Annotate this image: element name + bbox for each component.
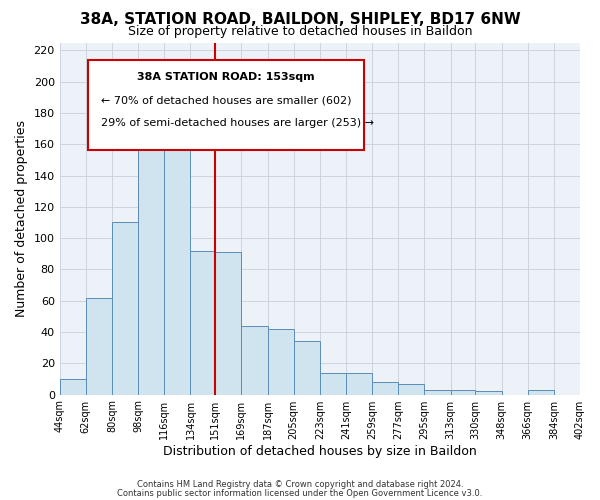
- Bar: [346, 372, 372, 394]
- Bar: [164, 144, 190, 395]
- Text: Size of property relative to detached houses in Baildon: Size of property relative to detached ho…: [128, 25, 472, 38]
- Bar: [527, 390, 554, 394]
- Bar: [59, 379, 86, 394]
- Text: ← 70% of detached houses are smaller (602): ← 70% of detached houses are smaller (60…: [101, 96, 352, 106]
- FancyBboxPatch shape: [88, 60, 364, 150]
- Bar: [268, 329, 293, 394]
- X-axis label: Distribution of detached houses by size in Baildon: Distribution of detached houses by size …: [163, 444, 477, 458]
- Bar: [190, 250, 215, 394]
- Text: 38A, STATION ROAD, BAILDON, SHIPLEY, BD17 6NW: 38A, STATION ROAD, BAILDON, SHIPLEY, BD1…: [80, 12, 520, 28]
- Text: Contains HM Land Registry data © Crown copyright and database right 2024.: Contains HM Land Registry data © Crown c…: [137, 480, 463, 489]
- Text: Contains public sector information licensed under the Open Government Licence v3: Contains public sector information licen…: [118, 488, 482, 498]
- Bar: [475, 392, 502, 394]
- Bar: [215, 252, 241, 394]
- Bar: [320, 372, 346, 394]
- Bar: [138, 132, 164, 394]
- Bar: [372, 382, 398, 394]
- Bar: [424, 390, 451, 394]
- Bar: [241, 326, 268, 394]
- Bar: [398, 384, 424, 394]
- Text: 29% of semi-detached houses are larger (253) →: 29% of semi-detached houses are larger (…: [101, 118, 374, 128]
- Y-axis label: Number of detached properties: Number of detached properties: [15, 120, 28, 317]
- Bar: [112, 222, 138, 394]
- Bar: [451, 390, 475, 394]
- Bar: [293, 342, 320, 394]
- Bar: [86, 298, 112, 394]
- Text: 38A STATION ROAD: 153sqm: 38A STATION ROAD: 153sqm: [137, 72, 315, 83]
